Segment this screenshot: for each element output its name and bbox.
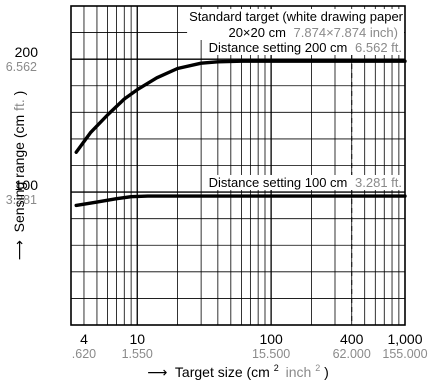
series-label-200cm: Distance setting 200 cm 6.562 ft. (209, 40, 402, 55)
x-tick-label: 4 (80, 331, 88, 347)
y-tick-label: 100 (15, 177, 39, 193)
series-line-1 (74, 194, 407, 208)
x-tick-label-secondary: .620 (72, 347, 96, 361)
x-tick-label: 100 (259, 331, 283, 347)
tick-labels: 4.620101.55010015.50040062.0001,000155.0… (6, 44, 428, 361)
x-tick-label-secondary: 15.500 (252, 347, 290, 361)
x-axis-title: ⟶ Target size (cm 2 inch 2 ) (147, 358, 329, 380)
y-tick-label: 200 (15, 44, 39, 60)
series-layer (74, 59, 407, 208)
x-tick-label: 10 (129, 331, 145, 347)
series-label-200cm-bg (206, 40, 404, 55)
y-tick-label-secondary: 3.281 (6, 193, 37, 207)
x-tick-label-secondary: 1.550 (122, 347, 153, 361)
x-tick-label-secondary: 62.000 (333, 347, 371, 361)
series-label-100cm: Distance setting 100 cm 3.281 ft. (209, 175, 402, 190)
y-tick-label-secondary: 6.562 (6, 60, 37, 74)
standard-target-annotation-line2: 20×20 cm 7.874×7.874 inch) (228, 25, 398, 40)
series-label-100cm-bg (206, 175, 404, 190)
x-tick-label: 400 (340, 331, 364, 347)
series-line-0 (74, 59, 407, 154)
standard-target-annotation-bg (187, 9, 404, 40)
x-tick-label: 1,000 (387, 331, 422, 347)
plot-frame (70, 5, 406, 326)
standard-target-annotation-line1: Standard target (white drawing paper (189, 9, 404, 24)
y-axis-title: ⟶ Sensing range (cm ft. ) (11, 91, 27, 261)
x-tick-label-secondary: 155.000 (382, 347, 427, 361)
grid (71, 6, 405, 325)
